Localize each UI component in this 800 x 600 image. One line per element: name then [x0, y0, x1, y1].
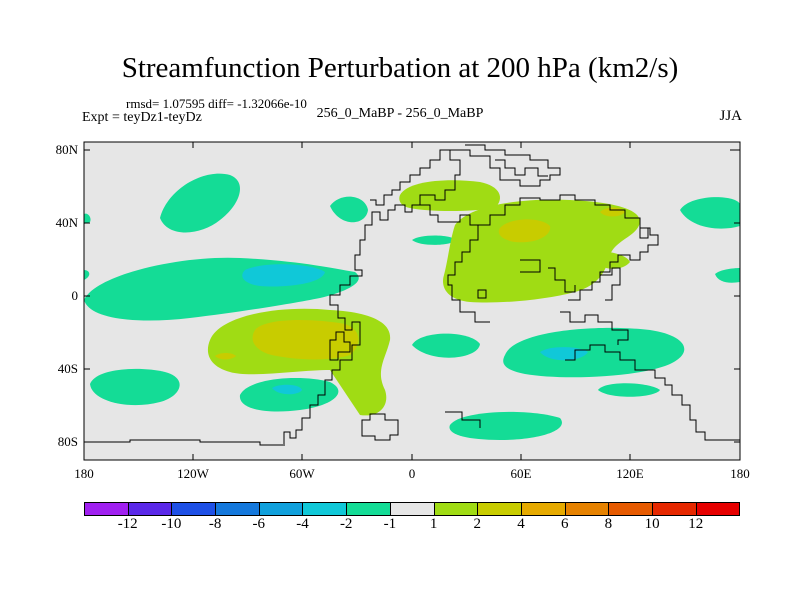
neg-region-indian — [503, 327, 685, 378]
lat-ticks — [84, 149, 740, 443]
neg-region-edge-west2 — [84, 270, 90, 280]
neg-region-south-mid — [239, 378, 339, 412]
neg-region-australia — [598, 383, 660, 397]
coast-americas — [283, 149, 461, 444]
neg-core-tropical — [242, 264, 325, 287]
colorbar-label: -6 — [252, 516, 266, 532]
plot-title: Streamfunction Perturbation at 200 hPa (… — [121, 52, 679, 84]
neg-region-atlantic — [330, 196, 368, 223]
colorbar — [84, 502, 741, 516]
colorbar-swatch — [85, 503, 129, 515]
lat-label-80s: 80S — [57, 434, 78, 449]
colorbar-swatch — [565, 503, 610, 515]
pos-region-arabia-tail — [585, 251, 630, 269]
colorbar-swatch — [696, 503, 740, 515]
colorbar-label: -1 — [383, 516, 397, 532]
neg-region-edge-west — [84, 213, 91, 224]
colorbar-swatch — [347, 503, 391, 515]
colorbar-label: 8 — [604, 516, 613, 532]
neg-region-east-tropics — [715, 268, 740, 283]
coast-asia-block — [520, 259, 541, 273]
colorbar-swatch — [303, 503, 348, 515]
colorbar-swatch — [652, 503, 697, 515]
coast-australia — [565, 344, 740, 441]
colorbar-label: 10 — [644, 516, 660, 532]
neg-region-east-pacific — [680, 197, 740, 229]
colorbar-swatch — [521, 503, 566, 515]
season-label: JJA — [719, 108, 742, 124]
colorbar-swatch — [128, 503, 173, 515]
lon-label-180w: 180 — [74, 466, 94, 481]
coast-south-islands — [361, 413, 399, 441]
coast-india — [548, 267, 576, 293]
coast-america-inner — [329, 331, 351, 361]
neg-core-south-west — [272, 384, 302, 395]
colorbar-label: 1 — [429, 516, 438, 532]
neg-region-south-west — [90, 368, 180, 406]
lon-ticks — [192, 142, 631, 460]
neg-region-north-pacific — [160, 173, 241, 233]
coast-antarctic-west — [84, 439, 285, 446]
rmsd-stats: rmsd= 1.07595 diff= -1.32066e-10 — [126, 96, 307, 111]
colorbar-swatch — [172, 503, 217, 515]
colorbar-label: -2 — [339, 516, 353, 532]
coast-north-block — [450, 144, 561, 187]
coast-se-asia — [600, 267, 621, 301]
coast-japan — [639, 227, 649, 239]
colorbar-label: 12 — [688, 516, 704, 532]
coastlines — [84, 144, 740, 446]
pos-region-eurasia — [443, 199, 640, 303]
lon-label-180e: 180 — [730, 466, 750, 481]
colorbar-label: 6 — [560, 516, 569, 532]
lon-label-120e: 120E — [616, 466, 644, 481]
lon-label-60e: 60E — [510, 466, 532, 481]
colorbar-swatch — [259, 503, 304, 515]
colorbar-label: -4 — [296, 516, 309, 532]
lat-label-40s: 40S — [57, 361, 78, 376]
coast-indonesia — [560, 311, 629, 345]
lat-label-80n: 80N — [55, 142, 78, 157]
coast-greenland — [495, 159, 548, 177]
colorbar-label: 4 — [517, 516, 525, 532]
lon-label-0: 0 — [408, 466, 416, 481]
lat-label-40n: 40N — [55, 215, 78, 230]
colorbar-swatch — [609, 503, 653, 515]
coast-africa — [420, 204, 490, 323]
colorbar-label: -12 — [117, 516, 138, 532]
pos-core-eurasia — [498, 219, 551, 243]
colorbar-swatch — [434, 503, 479, 515]
lat-label-0: 0 — [71, 288, 79, 303]
neg-region-south-atlantic — [412, 333, 480, 358]
neg-region-south-ocean — [449, 411, 562, 440]
neg-region-africa-small — [412, 235, 456, 245]
lon-label-60w: 60W — [289, 466, 315, 481]
colorbar-label: -8 — [208, 516, 222, 532]
pos-core-south-spot — [215, 353, 236, 360]
colorbar-label: 2 — [473, 516, 482, 532]
contour-fill — [84, 173, 740, 440]
case-label: 256_0_MaBP - 256_0_MaBP — [316, 106, 484, 121]
experiment-label: Expt = teyDz1-teyDz — [82, 110, 202, 125]
colorbar-swatch — [216, 503, 260, 515]
pos-core-south-america — [252, 320, 359, 360]
colorbar-swatch — [478, 503, 522, 515]
lon-label-120w: 120W — [177, 466, 209, 481]
colorbar-swatch — [390, 503, 435, 515]
colorbar-label: -10 — [161, 516, 182, 532]
coast-south-africa — [445, 411, 481, 428]
pos-region-north-africa — [399, 180, 500, 211]
coast-africa-small-island — [477, 289, 487, 299]
